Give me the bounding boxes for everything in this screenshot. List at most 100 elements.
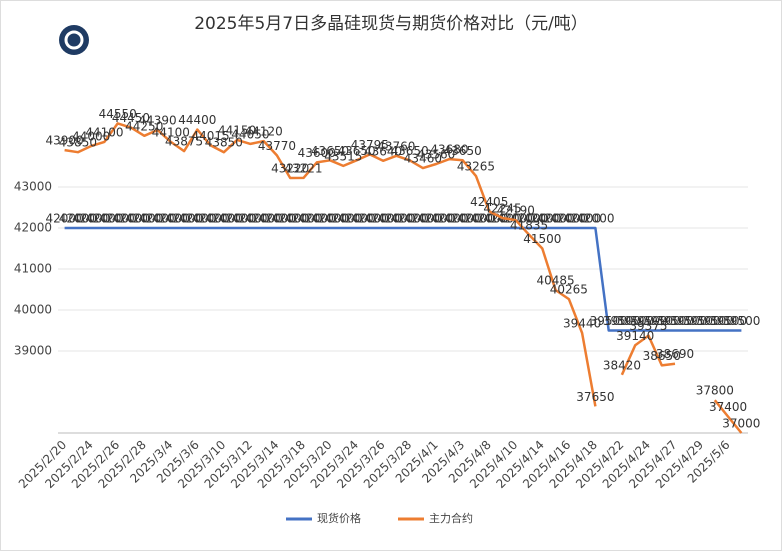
data-label: 44390 — [138, 114, 176, 128]
data-label: 39500 — [656, 314, 694, 328]
data-label: 44050 — [231, 127, 269, 141]
data-label: 42000 — [85, 212, 123, 226]
data-label: 39375 — [629, 319, 667, 333]
data-label: 43515 — [324, 149, 362, 163]
data-label: 42000 — [125, 212, 163, 226]
data-label: 39500 — [682, 314, 720, 328]
logo — [59, 25, 89, 55]
series-line — [64, 122, 743, 434]
data-label: 39500 — [616, 314, 654, 328]
data-label: 42000 — [258, 212, 296, 226]
data-label: 41500 — [523, 232, 561, 246]
data-label: 39500 — [669, 314, 707, 328]
data-label: 39140 — [616, 329, 654, 343]
y-tick-label: 43000 — [14, 180, 52, 194]
data-label: 42000 — [178, 212, 216, 226]
data-label: 38420 — [603, 358, 641, 372]
data-label: 42000 — [205, 212, 243, 226]
data-label: 42000 — [59, 212, 97, 226]
data-label: 38650 — [643, 349, 681, 363]
data-label: 42000 — [351, 212, 389, 226]
data-label: 44450 — [112, 111, 150, 125]
data-label: 42000 — [523, 212, 561, 226]
data-label: 42000 — [245, 212, 283, 226]
data-label: 39500 — [590, 314, 628, 328]
data-label: 39500 — [603, 314, 641, 328]
data-label: 37400 — [709, 400, 747, 414]
data-label: 42000 — [510, 212, 548, 226]
data-label: 42405 — [470, 195, 508, 209]
data-label: 44400 — [178, 113, 216, 127]
data-label: 42000 — [138, 212, 176, 226]
data-label: 42000 — [550, 212, 588, 226]
data-label: 42000 — [231, 212, 269, 226]
data-label: 39500 — [643, 314, 681, 328]
data-label: 43220 — [271, 161, 309, 175]
data-label: 39500 — [696, 314, 734, 328]
data-label: 43850 — [205, 136, 243, 150]
data-label: 42000 — [430, 212, 468, 226]
data-label: 42000 — [218, 212, 256, 226]
data-label: 42000 — [377, 212, 415, 226]
data-label: 43640 — [364, 144, 402, 158]
data-label: 42000 — [497, 212, 535, 226]
data-label: 42000 — [99, 212, 137, 226]
data-label: 42000 — [404, 212, 442, 226]
data-label: 40485 — [537, 274, 575, 288]
y-tick-label: 39000 — [14, 344, 52, 358]
data-label: 43850 — [59, 136, 97, 150]
data-label: 42000 — [391, 212, 429, 226]
data-label: 37650 — [576, 390, 614, 404]
data-label: 42000 — [284, 212, 322, 226]
data-label: 44150 — [218, 123, 256, 137]
data-label: 43650 — [391, 144, 429, 158]
data-label: 42000 — [192, 212, 230, 226]
data-label: 41835 — [510, 218, 548, 232]
legend-label: 现货价格 — [317, 511, 361, 525]
y-tick-label: 42000 — [14, 221, 52, 235]
data-label: 43650 — [311, 144, 349, 158]
data-label: 44550 — [99, 107, 137, 121]
data-label: 37800 — [696, 384, 734, 398]
data-label: 44015 — [192, 129, 230, 143]
data-label: 44000 — [72, 130, 110, 144]
data-label: 42000 — [46, 212, 84, 226]
data-label: 39500 — [709, 314, 747, 328]
data-label: 42000 — [165, 212, 203, 226]
data-label: 43770 — [258, 139, 296, 153]
chart-title: 2025年5月7日多晶硅现货与期货价格对比（元/吨） — [194, 14, 588, 34]
data-label: 39500 — [722, 314, 760, 328]
data-label: 43460 — [404, 152, 442, 166]
data-label: 42000 — [271, 212, 309, 226]
data-label: 43221 — [284, 161, 322, 175]
data-label: 43760 — [377, 139, 415, 153]
data-label: 44100 — [152, 125, 190, 139]
data-label: 44250 — [125, 119, 163, 133]
data-label: 43265 — [457, 160, 495, 174]
data-label: 42245 — [483, 201, 521, 215]
data-label: 37000 — [722, 417, 760, 431]
data-label: 43650 — [337, 144, 375, 158]
data-label: 42000 — [537, 212, 575, 226]
data-label: 42000 — [444, 212, 482, 226]
data-label: 43650 — [444, 144, 482, 158]
series-line — [64, 226, 742, 332]
legend-label: 主力合约 — [429, 511, 473, 525]
data-label: 43560 — [417, 148, 455, 162]
data-label: 43875 — [165, 135, 203, 149]
y-tick-label: 41000 — [14, 262, 52, 276]
data-label: 42000 — [576, 212, 614, 226]
data-label: 42000 — [311, 212, 349, 226]
data-label: 43900 — [46, 134, 84, 148]
data-label: 42000 — [72, 212, 110, 226]
data-label: 42000 — [152, 212, 190, 226]
logo-ring — [64, 30, 84, 50]
data-label: 42000 — [364, 212, 402, 226]
data-label: 42000 — [563, 212, 601, 226]
data-label: 42000 — [112, 212, 150, 226]
data-label: 42000 — [457, 212, 495, 226]
data-label: 39500 — [629, 314, 667, 328]
data-label: 43600 — [298, 146, 336, 160]
